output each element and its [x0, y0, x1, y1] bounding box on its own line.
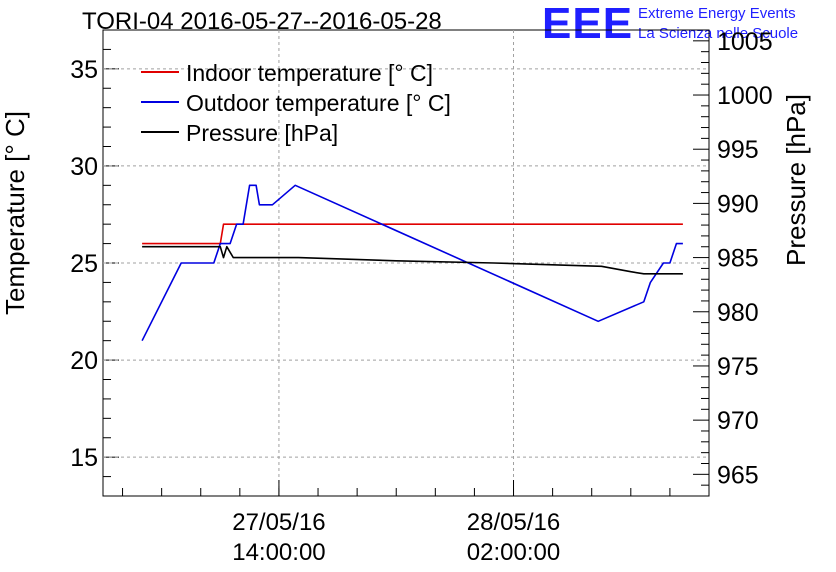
series-line-2	[142, 245, 683, 275]
y2-tick-label: 965	[717, 461, 759, 489]
series-line-1	[141, 184, 683, 342]
x-tick-label-date: 27/05/16	[232, 509, 325, 536]
legend-label-1: Outdoor temperature [° C]	[186, 90, 451, 116]
brand-line-1: Extreme Energy Events	[638, 5, 796, 22]
legend-label-0: Indoor temperature [° C]	[186, 60, 433, 86]
brand-text: Extreme Energy Events La Scienza nelle S…	[638, 4, 798, 44]
y2-tick-label: 1005	[717, 28, 773, 56]
y-tick-label: 20	[70, 347, 98, 375]
y2-tick-label: 975	[717, 353, 759, 381]
y2-tick-label: 985	[717, 245, 759, 273]
y2-axis-title: Pressure [hPa]	[781, 94, 811, 266]
y-tick-label: 30	[70, 153, 98, 181]
eee-logo: EEE	[542, 0, 634, 48]
y2-tick-label: 980	[717, 299, 759, 327]
y2-tick-label: 1000	[717, 82, 773, 110]
y2-tick-label: 970	[717, 407, 759, 435]
y2-tick-label: 990	[717, 190, 759, 218]
brand-line-2: La Scienza nelle Scuole	[638, 25, 799, 42]
x-tick-label-date: 28/05/16	[467, 509, 560, 536]
y-tick-label: 15	[70, 444, 98, 472]
y2-tick-label: 995	[717, 136, 759, 164]
x-tick-label-time: 02:00:00	[467, 539, 560, 566]
y-axis-title: Temperature [° C]	[0, 111, 30, 315]
legend-label-2: Pressure [hPa]	[186, 120, 338, 146]
x-tick-label-time: 14:00:00	[232, 539, 325, 566]
y-tick-label: 35	[70, 56, 98, 84]
series-line-0	[142, 223, 683, 245]
y-tick-label: 25	[70, 250, 98, 278]
